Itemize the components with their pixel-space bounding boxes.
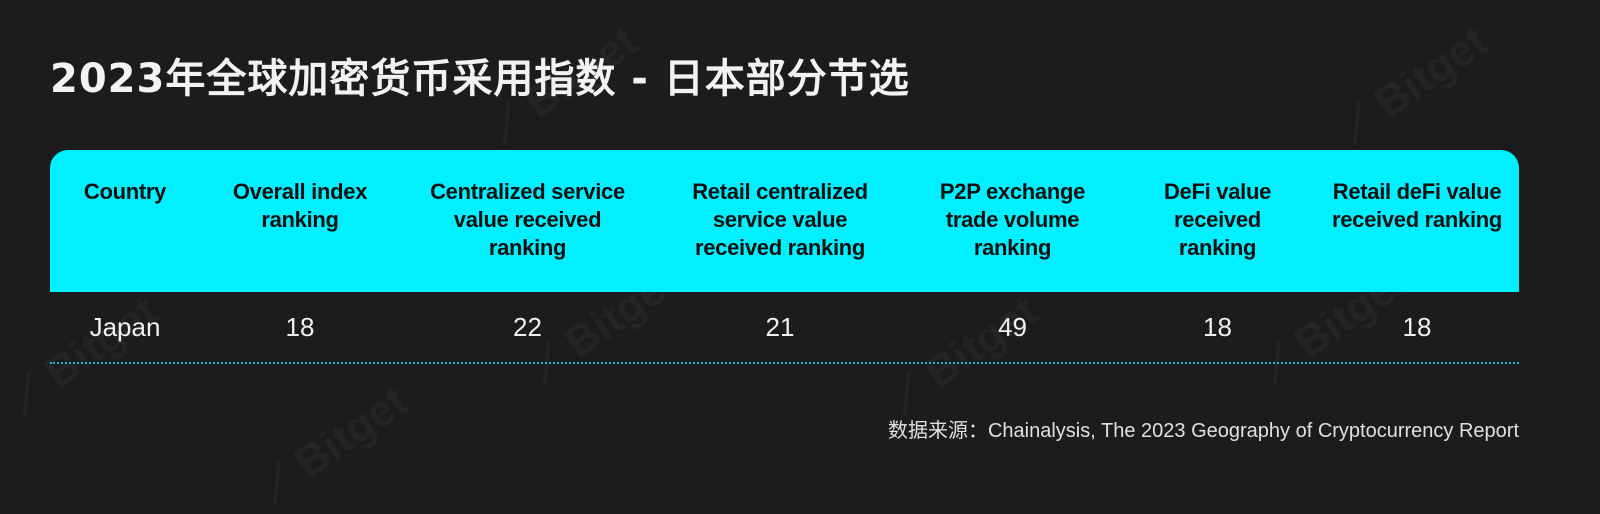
column-header-country: Country xyxy=(83,179,167,204)
watermark: ⟋ Bitget xyxy=(251,376,417,513)
cell-defi: 18 xyxy=(1203,311,1232,342)
cell-centralized: 22 xyxy=(513,311,542,342)
page-title: 2023年全球加密货币采用指数 - 日本部分节选 xyxy=(50,56,910,102)
table-row: Japan 18 22 21 49 18 18 xyxy=(50,292,1519,364)
ranking-table: Country Overall index ranking Centralize… xyxy=(50,150,1519,364)
watermark: ⟋ Bitget xyxy=(1331,16,1497,153)
cell-retail-centralized: 21 xyxy=(765,311,795,342)
table-header: Country Overall index ranking Centralize… xyxy=(50,150,1519,292)
source-note: 数据来源：Chainalysis, The 2023 Geography of … xyxy=(887,420,1519,442)
column-header-defi: DeFi value received ranking xyxy=(1163,179,1272,260)
column-header-centralized: Centralized service value received ranki… xyxy=(430,179,625,260)
cell-p2p: 49 xyxy=(998,311,1027,342)
cell-country: Japan xyxy=(89,311,161,342)
column-header-retail-defi: Retail deFi value received ranking xyxy=(1331,179,1503,232)
column-header-p2p: P2P exchange trade volume ranking xyxy=(939,179,1086,260)
column-header-retail-centralized: Retail centralized service value receive… xyxy=(692,179,868,260)
cell-overall: 18 xyxy=(285,311,315,342)
cell-retail-defi: 18 xyxy=(1402,311,1432,342)
column-header-overall: Overall index ranking xyxy=(232,179,368,232)
